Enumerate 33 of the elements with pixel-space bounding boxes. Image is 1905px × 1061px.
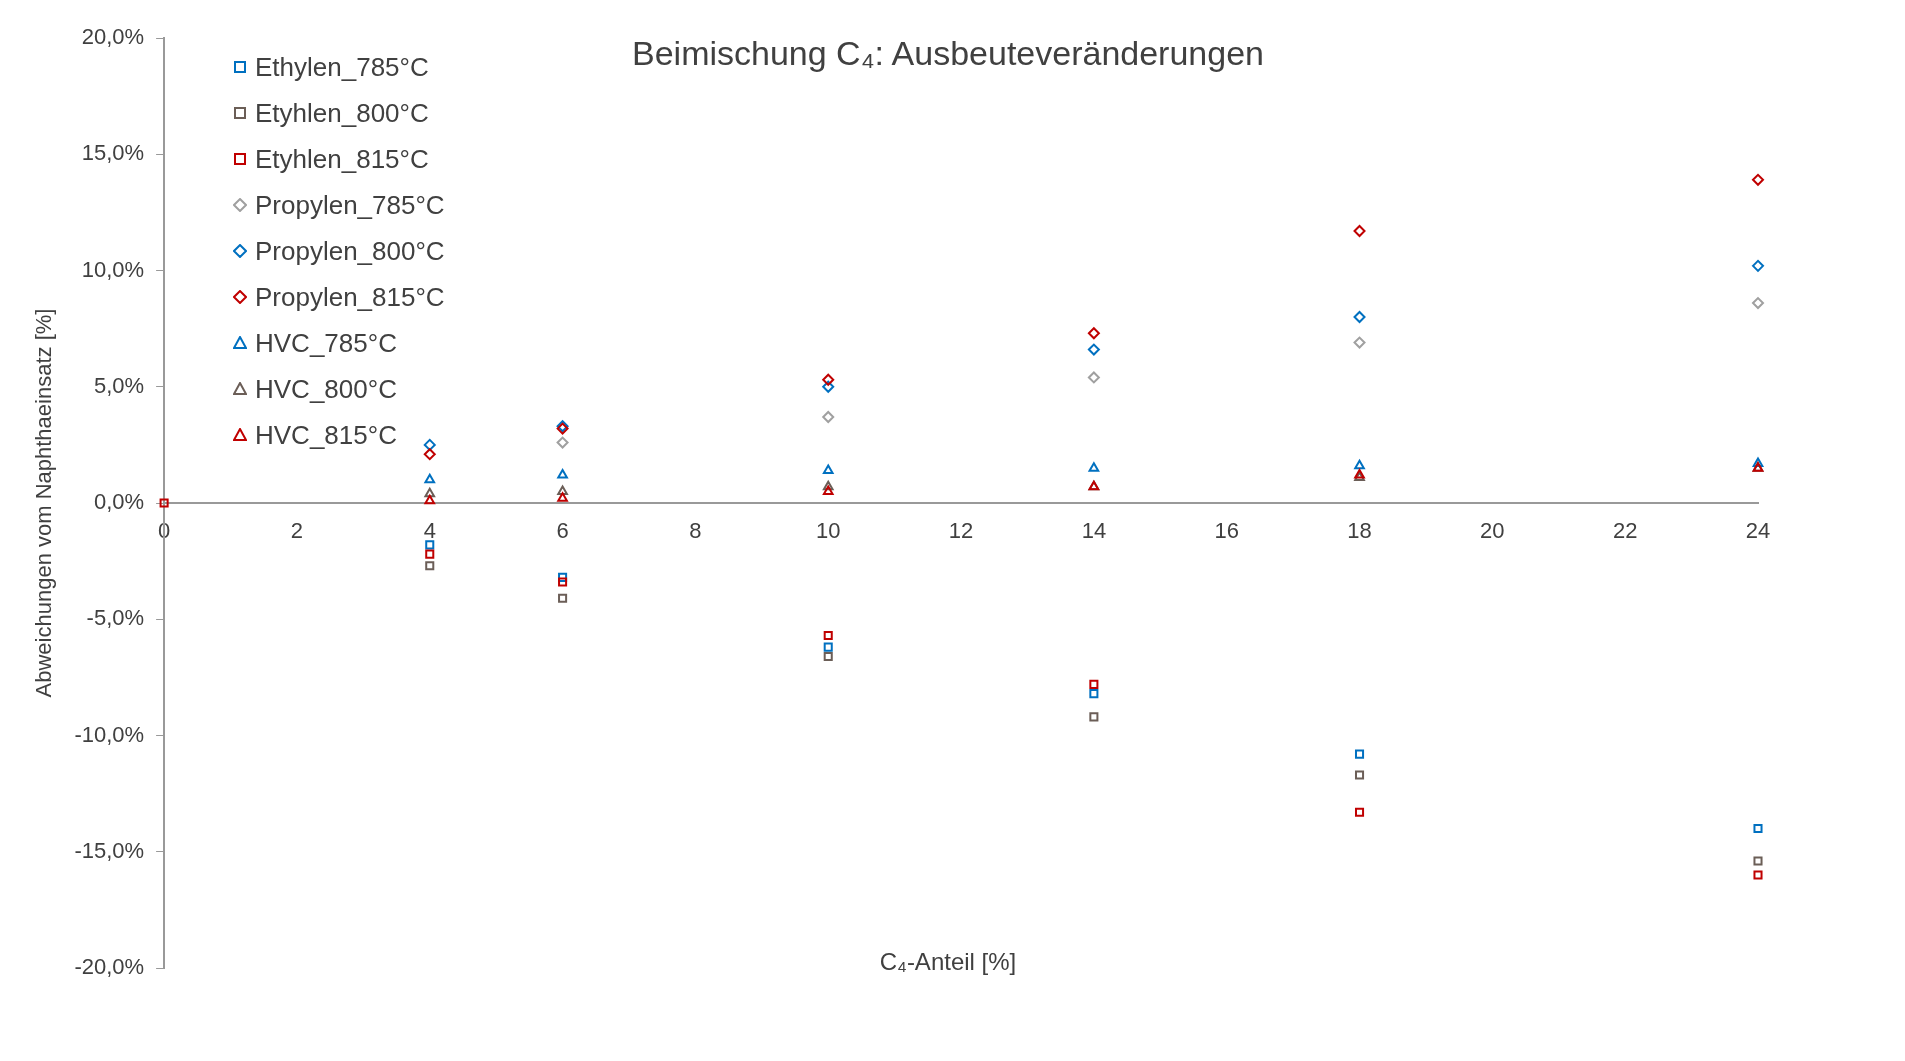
legend-label: HVC_800°C — [255, 373, 397, 405]
x-tick-label: 14 — [1081, 518, 1107, 544]
x-tick-label: 2 — [290, 518, 304, 544]
x-tick-label: 4 — [423, 518, 436, 544]
x-axis-title: C₄-Anteil [%] — [879, 948, 1017, 975]
legend-label: Propylen_785°C — [255, 189, 445, 221]
x-tick-label: 18 — [1347, 518, 1372, 544]
x-tick-label: 6 — [556, 518, 569, 544]
legend-label: Etyhlen_815°C — [255, 143, 429, 175]
x-tick-label: 10 — [815, 518, 841, 544]
legend-label: Propylen_815°C — [255, 281, 445, 313]
legend-label: HVC_785°C — [255, 327, 397, 359]
chart-title: Beimischung C₄: Ausbeuteveränderungen — [632, 34, 1264, 72]
y-tick-label: 10,0% — [81, 256, 145, 282]
legend-label: Propylen_800°C — [255, 235, 445, 267]
y-tick-label: -10,0% — [74, 721, 145, 747]
x-tick-label: 24 — [1745, 518, 1771, 544]
legend-label: HVC_815°C — [255, 419, 397, 451]
x-tick-label: 12 — [948, 518, 974, 544]
y-axis-title: Abweichungen vom Naphthaeinsatz [%] — [31, 308, 57, 698]
y-tick-label: -15,0% — [74, 837, 145, 863]
x-tick-label: 22 — [1612, 518, 1638, 544]
x-tick-label: 20 — [1480, 518, 1505, 544]
y-tick-label: -5,0% — [86, 605, 145, 631]
y-tick-label: 0,0% — [93, 489, 145, 515]
legend-label: Ethylen_785°C — [255, 51, 429, 83]
y-tick-label: 15,0% — [81, 140, 145, 166]
y-tick-label: 5,0% — [93, 372, 145, 398]
y-tick-label: 20,0% — [81, 24, 145, 50]
x-tick-label: 8 — [689, 518, 702, 544]
y-tick-label: -20,0% — [74, 954, 145, 980]
legend-label: Etyhlen_800°C — [255, 97, 429, 129]
x-tick-label: 16 — [1214, 518, 1239, 544]
